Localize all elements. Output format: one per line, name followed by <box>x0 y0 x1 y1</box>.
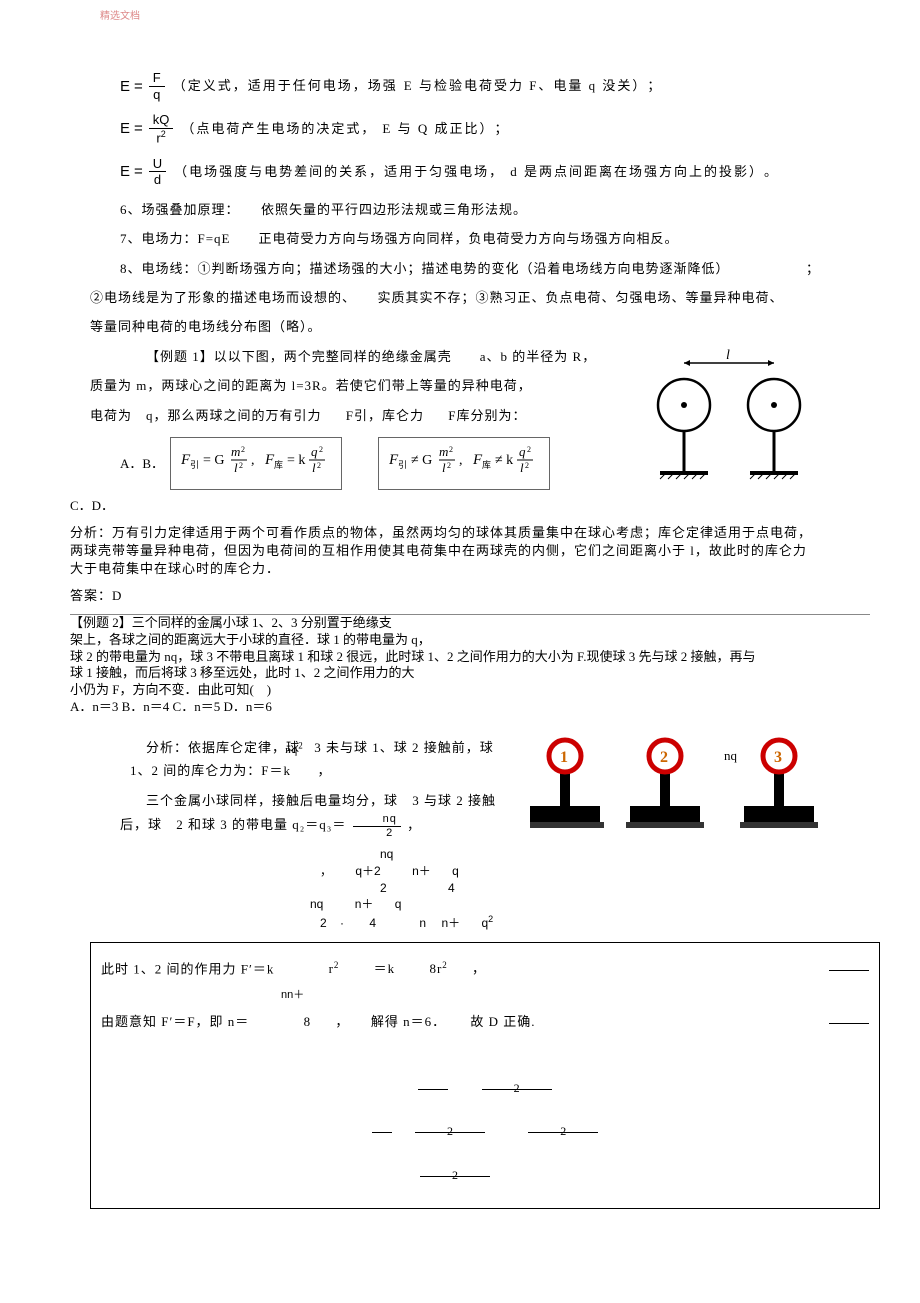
spheres-on-stands-diagram: l <box>640 345 820 502</box>
lhs: E <box>120 115 130 142</box>
numerator: F <box>149 70 165 87</box>
svg-text:= k: = k <box>287 453 305 468</box>
equals: = <box>134 73 143 100</box>
svg-text:库: 库 <box>482 459 491 470</box>
lhs: E <box>120 158 130 185</box>
tail: 。 <box>764 160 777 183</box>
ex2-l4: 小仍为 F，方向不变．由此可知( ) <box>70 682 820 699</box>
para-8b: ②电场线是为了形象的描述电场而设想的、 实质其实不存；③熟习正、负点电荷、匀强电… <box>90 286 820 309</box>
denominator: d <box>150 172 165 188</box>
boxed-line1: 此时 1、2 间的作用力 F′＝k r2 ＝k 8r2 ， <box>101 957 869 981</box>
note: （电场强度与电势差间的关系，适用于匀强电场， <box>174 160 504 183</box>
formula-box-2: F引≠ Gm2l2,F库≠ kq2l2 <box>378 437 550 490</box>
para-7: 7、电场力：F=qE 正电荷受力方向与场强方向同样，负电荷受力方向与场强方向相反… <box>120 227 820 250</box>
para-8a: 8、电场线：①判断场强方向；描述场强的大小；描述电势的变化（沿着电场线方向电势逐… <box>120 257 820 280</box>
svg-text:引: 引 <box>398 460 407 470</box>
formula-e-kq-r2: E = kQ r2 （点电荷产生电场的决定式， E 与 Q 成正比） ； <box>120 112 820 146</box>
l-label: l <box>726 348 730 363</box>
svg-text:q: q <box>311 444 318 459</box>
svg-text:2: 2 <box>447 461 451 470</box>
ex2-opts: A．n＝3 B．n＝4 C．n＝5 D．n＝6 <box>70 699 820 716</box>
svg-text:l: l <box>442 460 446 475</box>
denominator: q <box>149 87 164 103</box>
para-8c: 等量同种电荷的电场线分布图（略）。 <box>90 315 820 338</box>
blank-row-2: 2 2 <box>101 1113 869 1136</box>
opt-ab-label: A．B． <box>120 452 164 475</box>
formula-e-u-d: E = U d （电场强度与电势差间的关系，适用于匀强电场， d 是两点间距离在… <box>120 156 820 188</box>
tail: ； <box>647 74 660 97</box>
svg-text:≠ k: ≠ k <box>495 453 513 468</box>
svg-text:m: m <box>439 444 448 459</box>
svg-text:l: l <box>312 460 316 475</box>
svg-text:3: 3 <box>774 749 782 766</box>
svg-text:2: 2 <box>527 445 531 454</box>
note: （点电荷产生电场的决定式， <box>181 117 376 140</box>
note-mid: d 是两点间距离在场强方向上的投影） <box>510 160 764 183</box>
example1-analysis: 分析：万有引力定律适用于两个可看作质点的物体，虽然两均匀的球体其质量集中在球心考… <box>70 524 820 579</box>
fraction: F q <box>149 70 165 102</box>
svg-text:2: 2 <box>660 749 668 766</box>
svg-text:= G: = G <box>203 453 225 468</box>
tail: ； <box>495 117 508 140</box>
svg-text:,: , <box>459 453 463 468</box>
fraction-scatter: nq ， q＋2 n＋ q 2 4 nq n＋ q 2 · 4 n n＋ q2 <box>320 846 820 932</box>
svg-text:,: , <box>251 453 255 468</box>
conclusion-box: 此时 1、2 间的作用力 F′＝k r2 ＝k 8r2 ， nn＋ 由题意知 F… <box>90 942 880 1209</box>
blank-row-3: 2 <box>41 1157 869 1180</box>
svg-text:m: m <box>231 444 240 459</box>
note: （定义式，适用于任何电场，场强 <box>173 74 398 97</box>
numerator: kQ <box>149 112 174 129</box>
svg-text:库: 库 <box>274 459 283 470</box>
watermark-text: 精选文档 <box>100 8 140 26</box>
lhs: E <box>120 73 130 100</box>
svg-text:nq: nq <box>724 748 738 763</box>
boxed-nn: nn＋ <box>281 987 869 1005</box>
equals: = <box>134 115 143 142</box>
formula-box-1: F引= Gm2l2,F库= kq2l2 <box>170 437 342 490</box>
svg-text:2: 2 <box>239 461 243 470</box>
svg-text:2: 2 <box>317 461 321 470</box>
svg-text:2: 2 <box>241 445 245 454</box>
svg-text:l: l <box>520 460 524 475</box>
numerator: U <box>149 156 166 173</box>
note-mid: E 与 Q 成正比） <box>382 117 494 140</box>
three-balls-diagram: 1 2 3 nq <box>530 736 820 843</box>
blank-row-1: 2 <box>101 1070 869 1093</box>
example2-block: 【例题 2】三个同样的金属小球 1、2、3 分别置于绝缘支 架上，各球之间的距离… <box>70 615 820 716</box>
ex2-title: 【例题 2】三个同样的金属小球 1、2、3 分别置于绝缘支 <box>70 615 820 632</box>
svg-text:≠ G: ≠ G <box>411 453 432 468</box>
boxed-line2: 由题意知 F′＝F，即 n＝ 8 ， 解得 n＝6． 故 D 正确. <box>101 1010 869 1033</box>
fraction: kQ r2 <box>149 112 174 146</box>
ex2-l3a: 球 2 的带电量为 nq，球 3 不带电且离球 1 和球 2 很远，此时球 1、… <box>70 649 820 666</box>
fraction: U d <box>149 156 166 188</box>
ex2-l2: 架上，各球之间的距离远大于小球的直径．球 1 的带电量为 q， <box>70 632 820 649</box>
svg-text:2: 2 <box>319 445 323 454</box>
svg-text:2: 2 <box>449 445 453 454</box>
svg-text:q: q <box>519 444 526 459</box>
equals: = <box>134 158 143 185</box>
svg-text:l: l <box>234 460 238 475</box>
example1-answer: 答案：D <box>70 584 820 607</box>
svg-text:引: 引 <box>190 460 199 470</box>
svg-text:2: 2 <box>525 461 529 470</box>
note-mid: E 与检验电荷受力 F、电量 q 没关） <box>404 74 648 97</box>
ex2-l3b: 球 1 接触，而后将球 3 移至远处，此时 1、2 之间作用力的大 <box>70 665 820 682</box>
denominator: r2 <box>152 129 169 146</box>
formula-e-fq: E = F q （定义式，适用于任何电场，场强 E 与检验电荷受力 F、电量 q… <box>120 70 820 102</box>
para-6: 6、场强叠加原理： 依照矢量的平行四边形法规或三角形法规。 <box>120 198 820 221</box>
option-row-ab: A．B． F引= Gm2l2,F库= kq2l2 F引≠ Gm2l2,F库≠ k… <box>120 433 630 494</box>
svg-text:1: 1 <box>560 749 568 766</box>
